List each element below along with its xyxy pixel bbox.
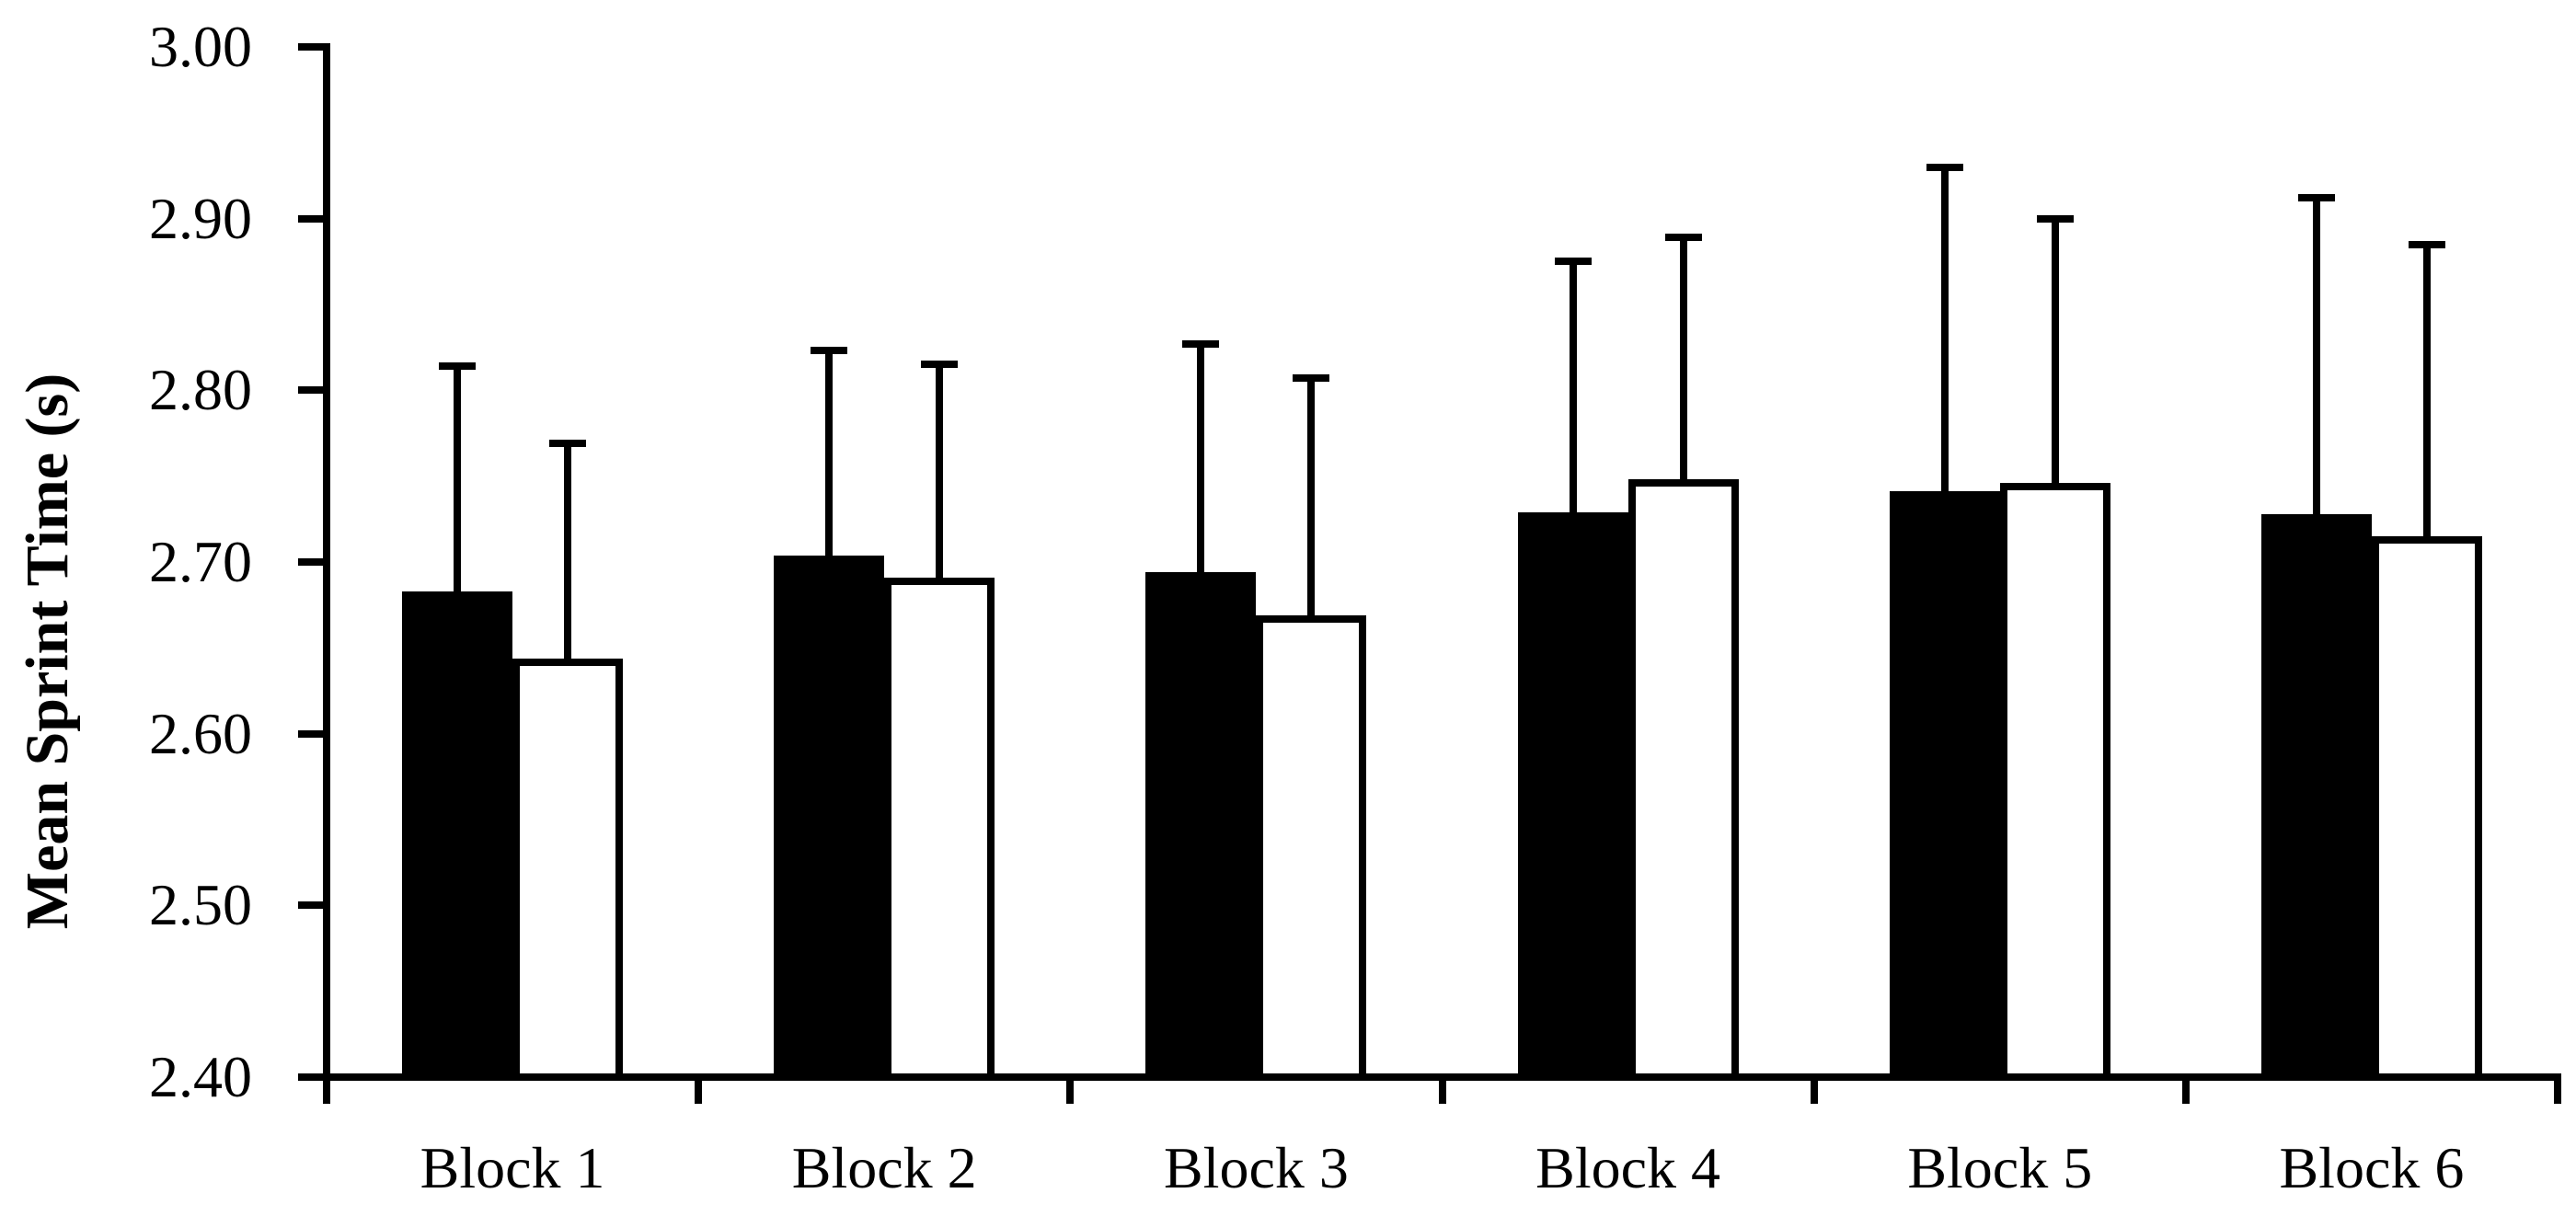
error-bar-stem [1679,237,1687,480]
x-boundary-tick [1066,1073,1075,1104]
error-bar-cap [1664,234,1702,242]
error-bar-cap [1293,374,1330,383]
x-boundary-tick [2554,1073,2562,1104]
error-bar-stem [1940,166,1949,492]
error-bar-stem [1197,343,1205,573]
y-tick-label: 2.90 [149,185,252,251]
x-category-label: Block 6 [2279,1135,2465,1200]
error-bar-cap [1182,339,1220,348]
y-tick-label: 2.70 [149,529,252,594]
error-bar-cap [439,362,477,371]
bar-filled [2260,513,2372,1081]
error-bar-cap [2036,214,2074,223]
x-axis-line [304,1073,2562,1081]
bar-filled [402,591,513,1081]
error-bar-stem [2422,244,2431,536]
y-tick-label: 2.60 [149,700,252,766]
error-bar-cap [549,440,587,448]
bar-open [1256,614,1367,1081]
error-bar-stem [454,366,462,591]
y-tick-mark [298,214,323,223]
error-bar-cap [2408,240,2445,248]
error-bar-stem [1307,378,1316,615]
bar-filled [1517,511,1628,1081]
x-boundary-tick [1438,1073,1446,1104]
y-tick-mark [298,1073,323,1081]
x-category-label: Block 3 [1163,1135,1349,1200]
error-bar-stem [2312,198,2320,514]
x-boundary-tick [1810,1073,1818,1104]
error-bar-stem [564,443,572,659]
y-tick-mark [298,558,323,566]
x-category-label: Block 4 [1535,1135,1721,1200]
error-bar-cap [1554,258,1592,266]
y-tick-label: 2.40 [149,1044,252,1109]
bar-filled [774,555,885,1081]
x-boundary-tick [2181,1073,2190,1104]
bar-open [1999,483,2110,1081]
error-bar-stem [1569,261,1577,512]
y-tick-mark [298,729,323,738]
x-boundary-tick [323,1073,330,1104]
bar-open [884,577,995,1081]
y-tick-label: 2.80 [149,357,252,423]
error-bar-stem [825,350,834,556]
x-category-label: Block 2 [791,1135,977,1200]
error-bar-stem [936,364,944,578]
x-boundary-tick [695,1073,703,1104]
bar-open [512,658,624,1081]
bar-filled [1889,491,2000,1081]
y-tick-mark [298,386,323,395]
bar-filled [1145,572,1257,1081]
error-bar-cap [811,347,848,355]
error-bar-cap [921,361,959,369]
y-axis-line [323,43,330,1104]
y-tick-mark [298,43,323,51]
error-bar-cap [2297,194,2335,202]
y-tick-label: 3.00 [149,14,252,79]
error-bar-stem [2051,218,2059,484]
y-tick-label: 2.50 [149,872,252,938]
bar-open [1627,479,1739,1081]
x-category-label: Block 1 [420,1135,605,1200]
y-tick-mark [298,901,323,910]
x-category-label: Block 5 [1907,1135,2093,1200]
error-bar-cap [1926,163,1963,171]
bar-open [2371,536,2482,1081]
